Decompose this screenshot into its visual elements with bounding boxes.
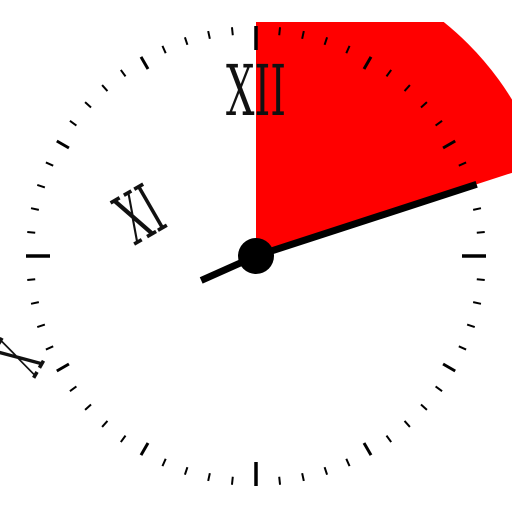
minute-tick	[472, 207, 482, 211]
minute-tick	[69, 120, 77, 127]
minute-tick	[420, 403, 428, 411]
minute-tick	[230, 27, 234, 36]
minute-tick	[345, 458, 351, 467]
minute-tick	[161, 45, 167, 54]
minute-ticks	[26, 26, 486, 486]
minute-tick	[442, 139, 456, 150]
minute-tick	[101, 420, 109, 428]
minute-tick	[139, 56, 150, 70]
minute-tick	[101, 84, 109, 92]
elapsed-time-sector	[256, 22, 512, 256]
minute-tick	[36, 323, 46, 329]
minute-tick	[323, 36, 329, 46]
minute-tick	[207, 30, 211, 40]
minute-tick	[56, 139, 70, 150]
minute-tick	[45, 161, 54, 167]
minute-tick	[183, 36, 189, 46]
minute-tick	[385, 435, 392, 443]
minute-tick	[403, 84, 411, 92]
minute-tick	[476, 278, 485, 282]
minute-tick	[323, 466, 329, 476]
minute-tick	[385, 69, 392, 77]
minute-tick	[27, 278, 36, 282]
minute-tick	[207, 472, 211, 482]
minute-tick	[230, 476, 234, 485]
minute-tick	[301, 30, 305, 40]
minute-tick	[466, 323, 476, 329]
minute-tick	[435, 120, 443, 127]
numeral-xii: XII	[226, 50, 286, 132]
minute-tick	[278, 476, 282, 485]
minute-tick	[120, 69, 127, 77]
minute-tick	[278, 27, 282, 36]
minute-tick	[69, 385, 77, 392]
minute-tick	[362, 56, 373, 70]
minute-tick	[183, 466, 189, 476]
minute-tick	[30, 301, 40, 305]
minute-tick	[420, 101, 428, 109]
minute-tick	[139, 442, 150, 456]
minute-tick	[435, 385, 443, 392]
minute-tick	[120, 435, 127, 443]
minute-tick	[362, 442, 373, 456]
minute-hand	[254, 180, 478, 260]
center-hub	[238, 238, 274, 274]
minute-tick	[345, 45, 351, 54]
minute-tick	[84, 403, 92, 411]
minute-tick	[403, 420, 411, 428]
minute-tick	[458, 161, 467, 167]
minute-tick	[45, 345, 54, 351]
minute-tick	[27, 230, 36, 234]
minute-tick	[472, 301, 482, 305]
minute-tick	[442, 362, 456, 373]
minute-tick	[36, 183, 46, 189]
minute-tick	[458, 345, 467, 351]
minute-tick	[56, 362, 70, 373]
minute-tick	[84, 101, 92, 109]
minute-tick	[30, 207, 40, 211]
minute-tick	[476, 230, 485, 234]
minute-tick	[301, 472, 305, 482]
minute-tick	[161, 458, 167, 467]
